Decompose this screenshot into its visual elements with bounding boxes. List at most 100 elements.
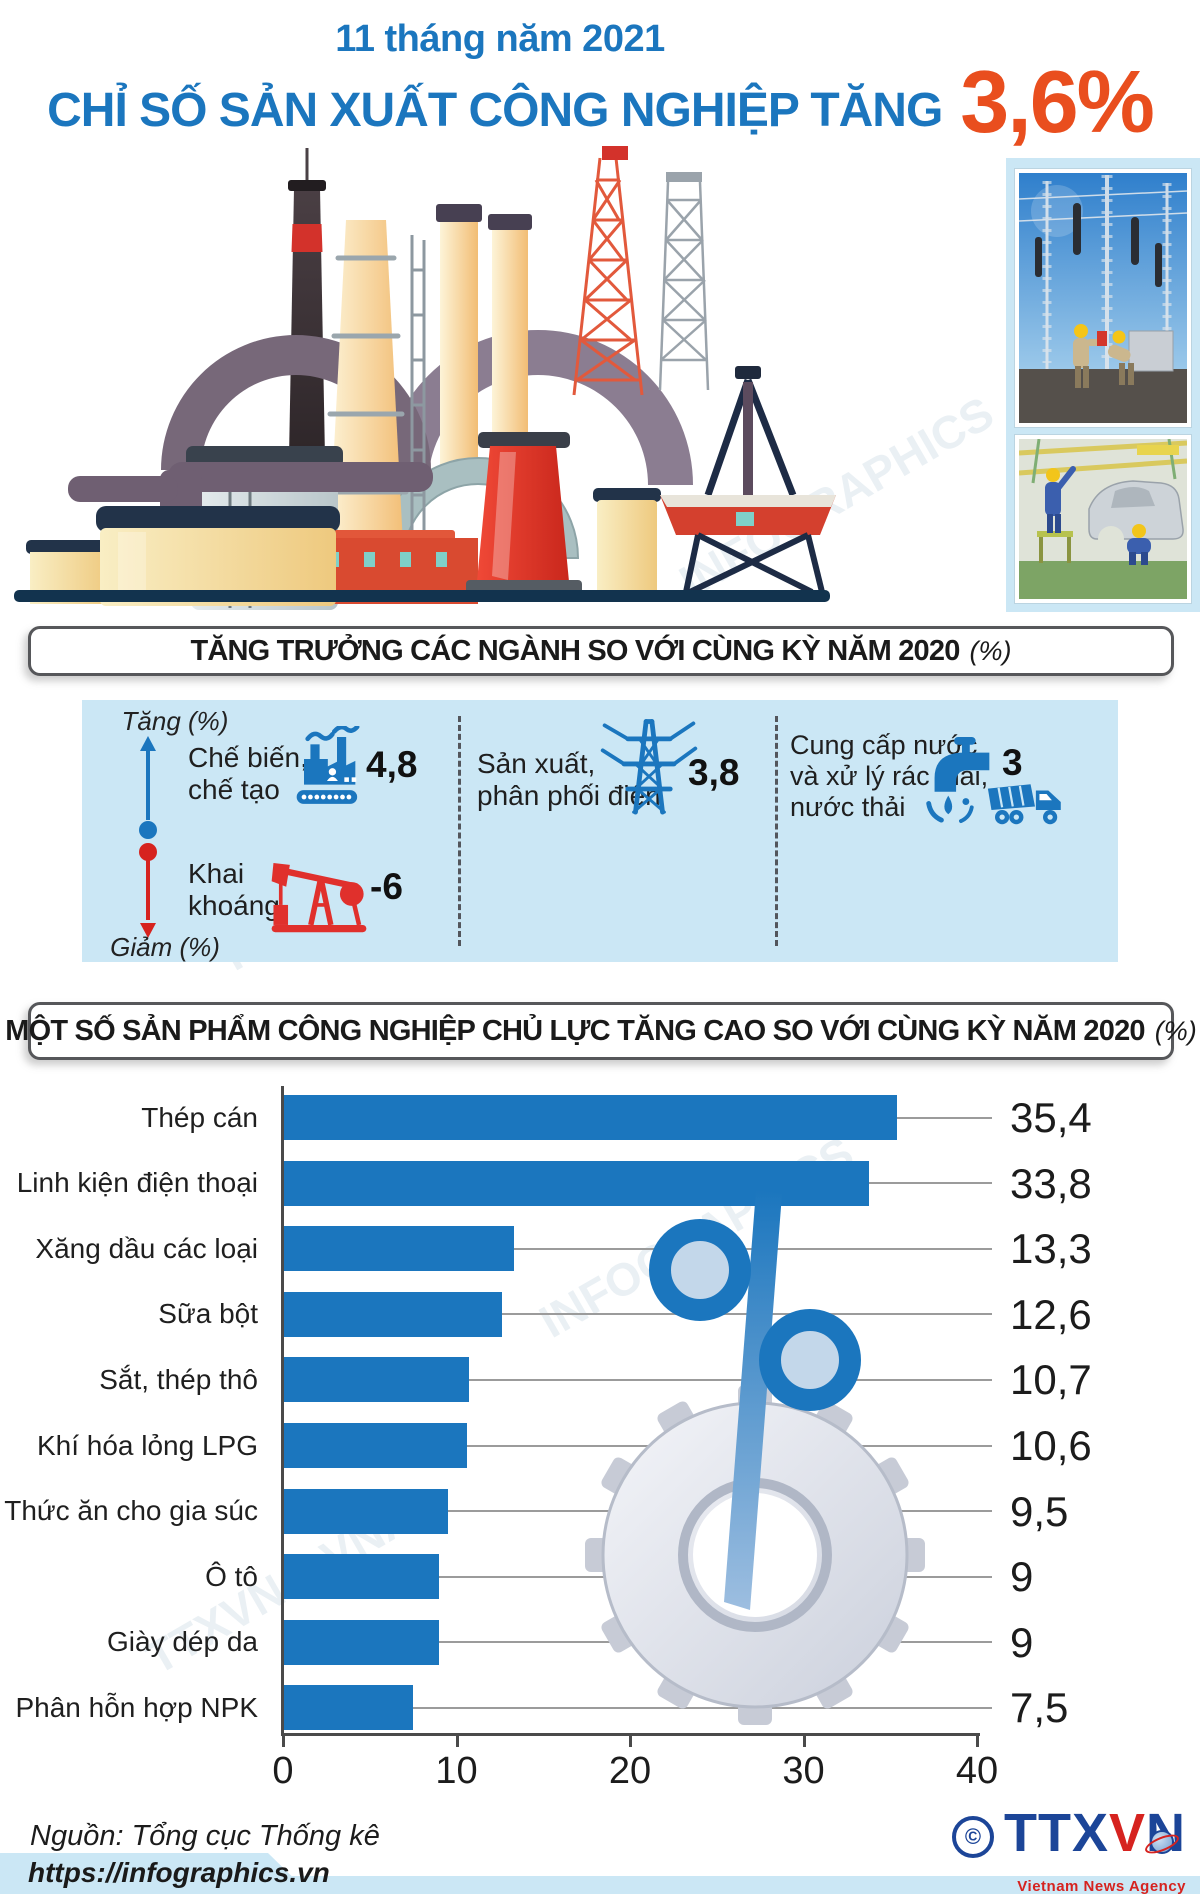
section2-header: MỘT SỐ SẢN PHẨM CÔNG NGHIỆP CHỦ LỰC TĂNG… [5, 1002, 1197, 1060]
value-label: 9 [1010, 1618, 1034, 1666]
substation-photo-illustration [1019, 173, 1187, 423]
pipe [68, 462, 433, 518]
category-label: Xăng dầu các loại [35, 1232, 258, 1264]
small-yellow-tank [593, 488, 661, 600]
section2-title: MỘT SỐ SẢN PHẨM CÔNG NGHIỆP CHỦ LỰC TĂNG… [5, 1014, 1145, 1047]
value-label: 13,3 [1010, 1225, 1092, 1273]
x-tick-label: 30 [782, 1750, 825, 1792]
bar [283, 1357, 469, 1403]
bar [283, 1226, 514, 1272]
bar [283, 1488, 448, 1534]
x-tick [976, 1736, 979, 1747]
category-label: Sữa bột [158, 1298, 258, 1330]
sector-growth-panel: Tăng (%) Giảm (%) Chế biến, chế tạo [82, 700, 1118, 962]
bar [283, 1423, 467, 1468]
bar [283, 1291, 502, 1337]
up-down-arrow-icon [139, 736, 157, 938]
category-label: Thép cán [141, 1101, 258, 1133]
bar [283, 1095, 898, 1140]
sector-label-mining: Khai khoáng [188, 858, 280, 921]
value-label: 9,5 [1010, 1487, 1069, 1535]
factory-illustration [14, 146, 836, 610]
category-label: Linh kiện điện thoại [16, 1167, 258, 1199]
globe-icon [1150, 1830, 1174, 1854]
divider [775, 716, 778, 946]
y-axis [281, 1086, 284, 1736]
factory-icon [296, 726, 360, 804]
x-tick [629, 1736, 632, 1747]
sector-label-water: Cung cấp nước và xử lý rác thải, nước th… [790, 730, 989, 822]
category-label: Giày dép da [107, 1626, 258, 1658]
value-label: 9 [1010, 1553, 1034, 1601]
derrick-tower [572, 146, 644, 396]
x-tick [802, 1736, 806, 1747]
garbage-truck-icon [987, 784, 1061, 825]
category-label: Phân hỗn hợp NPK [15, 1691, 258, 1723]
lattice-tower [658, 172, 710, 391]
photo-panel [1006, 158, 1200, 612]
section2-title-suffix: (%) [1154, 1015, 1197, 1046]
x-tick-label: 10 [435, 1750, 478, 1792]
red-cooling-tower [466, 432, 582, 600]
bar [283, 1619, 440, 1665]
bar [283, 1685, 414, 1731]
photo-assembly-line [1015, 435, 1191, 603]
header-title-row: CHỈ SỐ SẢN XUẤT CÔNG NGHIỆP TĂNG 3,6% [0, 52, 1200, 151]
sector-value-manufacturing: 4,8 [366, 744, 418, 785]
footer-ribbon-left [0, 1853, 310, 1894]
oil-pump-icon [271, 863, 367, 933]
category-label: Ô tô [205, 1560, 258, 1592]
logo-ttx: TTX [1004, 1803, 1109, 1863]
logo-v: V [1109, 1803, 1147, 1863]
category-label: Thức ăn cho gia súc [4, 1495, 258, 1527]
section1-title: TĂNG TRƯỞNG CÁC NGÀNH SO VỚI CÙNG KỲ NĂM… [190, 634, 960, 667]
power-tower-icon [600, 719, 698, 815]
source-note: Nguồn: Tổng cục Thống kê [30, 1820, 380, 1852]
value-label: 10,6 [1010, 1422, 1092, 1469]
sector-label-manufacturing: Chế biến, chế tạo [188, 742, 308, 805]
section1-title-suffix: (%) [969, 635, 1012, 666]
leader-line [897, 1116, 992, 1119]
sector-value-water: 3 [1002, 742, 1023, 783]
value-label: 10,7 [1010, 1356, 1092, 1404]
value-label: 33,8 [1010, 1159, 1092, 1207]
header-subtitle: 11 tháng năm 2021 [335, 18, 665, 60]
x-tick-label: 40 [955, 1750, 999, 1792]
gear-percent-decoration [585, 1190, 925, 1725]
x-tick [282, 1736, 285, 1747]
worker-figures [1037, 466, 1151, 565]
leader-line [413, 1706, 992, 1709]
oil-platform [660, 366, 836, 595]
x-axis [281, 1733, 980, 1736]
category-label: Khí hóa lỏng LPG [36, 1429, 258, 1461]
value-label: 7,5 [1010, 1684, 1069, 1732]
assembly-photo-illustration [1019, 439, 1187, 599]
section1-header: TĂNG TRƯỞNG CÁC NGÀNH SO VỚI CÙNG KỲ NĂM… [28, 626, 1174, 676]
x-tick-label: 0 [272, 1750, 294, 1792]
headline-percentage: 3,6% [960, 52, 1155, 151]
ttxvn-logo: © TTXVN Vietnam News Agency [952, 1803, 1186, 1894]
value-label: 35,4 [1010, 1094, 1092, 1141]
car-body [1088, 480, 1184, 552]
x-tick-label: 20 [608, 1750, 652, 1792]
logo-letters: TTXVN Vietnam News Agency [1004, 1803, 1186, 1894]
value-label: 12,6 [1010, 1290, 1092, 1338]
website-url: https://infographics.vn [28, 1857, 330, 1888]
ground-line [14, 590, 830, 602]
bar [283, 1554, 440, 1600]
copyright-icon: © [952, 1816, 994, 1858]
x-tick [455, 1736, 459, 1747]
sector-value-electricity: 3,8 [688, 752, 740, 793]
category-label: Sắt, thép thô [99, 1363, 258, 1395]
divider [458, 716, 461, 946]
photo-substation [1015, 169, 1191, 427]
leader-line [468, 1378, 992, 1381]
faucet-icon [926, 736, 990, 824]
axis-down-label: Giảm (%) [110, 932, 220, 962]
twin-columns [436, 204, 532, 473]
axis-up-label: Tăng (%) [121, 706, 229, 736]
logo-subtext: Vietnam News Agency [1017, 1878, 1187, 1894]
yellow-tank [96, 506, 340, 606]
